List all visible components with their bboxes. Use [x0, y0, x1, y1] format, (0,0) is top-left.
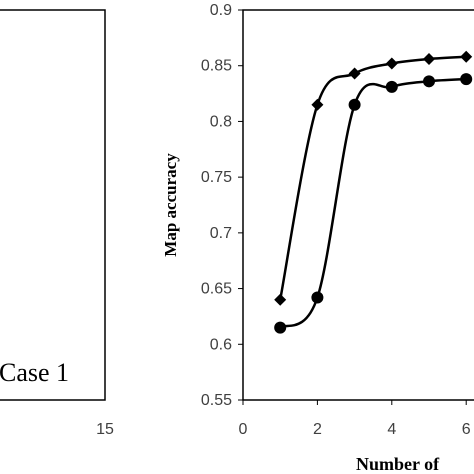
y-tick-label: 0.6 [210, 336, 232, 353]
x-tick-label: 4 [387, 421, 396, 438]
y-axis-ticks: 0.55 0.6 0.65 0.7 0.75 0.8 0.85 0.9 [201, 2, 243, 409]
diamond-marker [311, 98, 324, 111]
diamond-marker [460, 50, 473, 63]
right-plot-frame [242, 9, 474, 401]
y-axis-label: Map accuracy [161, 153, 180, 257]
circle-marker [385, 80, 398, 93]
y-tick-label: 0.7 [210, 225, 232, 242]
circle-marker [460, 73, 473, 86]
diamond-marker [348, 67, 361, 80]
y-tick-label: 0.65 [201, 281, 232, 298]
diamond-marker [385, 57, 398, 70]
left-panel: 15 Case 1 [0, 9, 114, 438]
x-axis-ticks: 0 2 4 6 [239, 400, 471, 438]
series-line-2 [279, 77, 467, 329]
series-layer [274, 50, 473, 334]
x-tick-label: 6 [462, 421, 471, 438]
y-tick-label: 0.9 [210, 2, 232, 19]
y-tick-label: 0.75 [201, 169, 232, 186]
circle-marker [274, 321, 287, 334]
circle-marker [348, 98, 361, 111]
left-plot-frame [0, 9, 106, 401]
circle-marker [311, 291, 324, 304]
left-annotation: Case 1 [0, 358, 69, 387]
x-tick-label: 0 [239, 421, 248, 438]
right-panel: 0.55 0.6 0.65 0.7 0.75 0.8 0.85 0.9 0 2 4 6 Map ac… [161, 2, 474, 474]
x-axis-label: Number of [356, 454, 440, 474]
series-line-1 [278, 55, 467, 300]
left-x-tick-label: 15 [96, 421, 114, 438]
y-tick-label: 0.8 [210, 113, 232, 130]
x-tick-label: 2 [313, 421, 322, 438]
circle-marker [423, 75, 435, 88]
y-tick-label: 0.85 [201, 58, 232, 75]
diamond-marker [423, 53, 435, 66]
diamond-marker [274, 293, 287, 306]
y-tick-label: 0.55 [201, 392, 232, 409]
